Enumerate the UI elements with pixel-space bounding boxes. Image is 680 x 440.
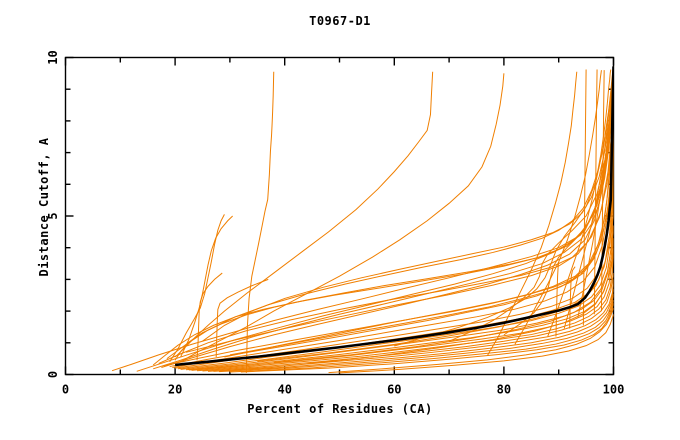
prediction-curve	[563, 66, 614, 329]
prediction-curve	[158, 114, 614, 364]
prediction-curve	[172, 111, 614, 369]
x-tick-label: 80	[497, 383, 511, 397]
x-tick-label: 60	[387, 383, 401, 397]
prediction-curve	[174, 71, 434, 358]
x-tick-label: 20	[168, 383, 182, 397]
prediction-curve	[328, 307, 614, 374]
prediction-curve	[169, 95, 614, 368]
plot-border	[64, 56, 615, 376]
prediction-curve	[487, 71, 578, 356]
x-axis-label: Percent of Residues (CA)	[247, 402, 433, 416]
prediction-curve	[213, 288, 614, 372]
prediction-curve	[448, 79, 614, 342]
prediction-curve	[593, 69, 598, 315]
prediction-curve	[306, 250, 614, 365]
prediction-curve	[152, 104, 614, 366]
prediction-curve	[547, 69, 612, 337]
prediction-curve	[257, 212, 614, 362]
plot-frame	[64, 56, 615, 376]
prediction-curve	[229, 143, 614, 356]
y-tick-label: 0	[46, 371, 60, 378]
x-tick-label: 40	[277, 383, 291, 397]
data-series-group	[111, 66, 614, 374]
prediction-curve	[185, 101, 614, 353]
prediction-curve	[245, 71, 275, 373]
prediction-curve	[169, 214, 225, 363]
prediction-curve	[229, 299, 614, 373]
prediction-curve	[218, 293, 614, 373]
prediction-curve	[153, 79, 614, 370]
prediction-curve	[180, 215, 233, 358]
prediction-curve	[569, 266, 576, 329]
prediction-curve	[273, 225, 614, 363]
prediction-curve	[180, 73, 505, 363]
prediction-curve	[582, 69, 587, 326]
prediction-curve	[503, 82, 614, 336]
x-tick-label: 100	[603, 383, 625, 397]
reference-curve	[174, 66, 614, 367]
prediction-curve	[339, 314, 614, 374]
prediction-curve	[191, 238, 614, 371]
x-tick-label: 0	[62, 383, 69, 397]
prediction-curve	[394, 76, 614, 347]
axis-tick-labels: 0 20 40 60 80 100 0 5 10	[46, 50, 624, 396]
prediction-curve	[180, 165, 614, 370]
chart-title: T0967-D1	[309, 14, 371, 28]
prediction-curve	[514, 70, 602, 345]
prediction-curve	[240, 303, 614, 373]
prediction-curve	[207, 279, 614, 372]
y-tick-label: 5	[46, 212, 60, 219]
prediction-curve	[196, 247, 614, 372]
y-tick-label: 10	[46, 50, 60, 64]
